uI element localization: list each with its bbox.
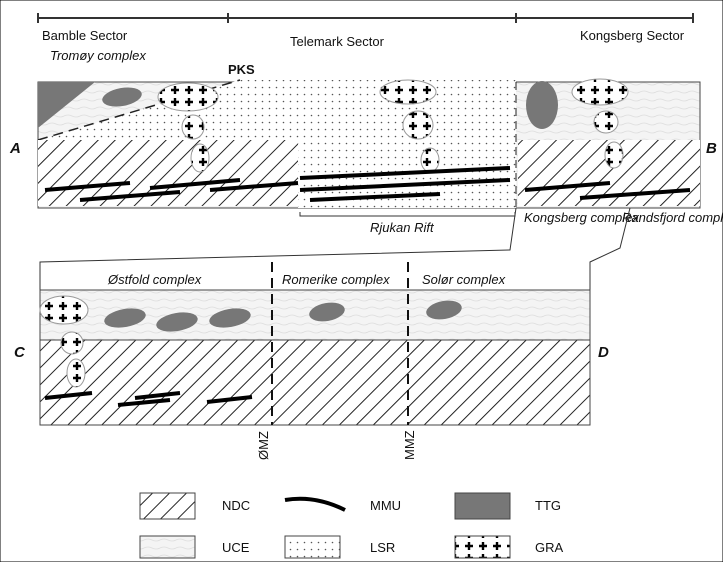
pks-label: PKS [228,62,255,77]
sector-label: Bamble Sector [42,28,128,43]
complex-label: Randsfjord complex [622,210,723,225]
sector-label: Kongsberg Sector [580,28,685,43]
section-end: D [598,344,609,361]
section-end: C [14,344,26,361]
section-end: B [706,140,717,157]
rift-label: Rjukan Rift [370,220,435,235]
legend-label: TTG [535,498,561,513]
legend-label: UCE [222,540,250,555]
zone-label: MMZ [402,430,417,460]
legend-label: GRA [535,540,564,555]
section-end: A [9,140,21,157]
complex-label: Østfold complex [107,272,202,287]
complex-label: Solør complex [422,272,506,287]
upper-section [38,79,700,216]
zone-label: ØMZ [256,431,271,460]
sector-bar [38,13,693,23]
legend-label: NDC [222,498,250,513]
sector-label: Telemark Sector [290,34,385,49]
legend-label: MMU [370,498,401,513]
legend [140,493,510,558]
legend-label: LSR [370,540,395,555]
diagram: Bamble Sector Telemark Sector Kongsberg … [0,0,723,562]
complex-label: Tromøy complex [50,48,146,63]
complex-label: Romerike complex [282,272,390,287]
